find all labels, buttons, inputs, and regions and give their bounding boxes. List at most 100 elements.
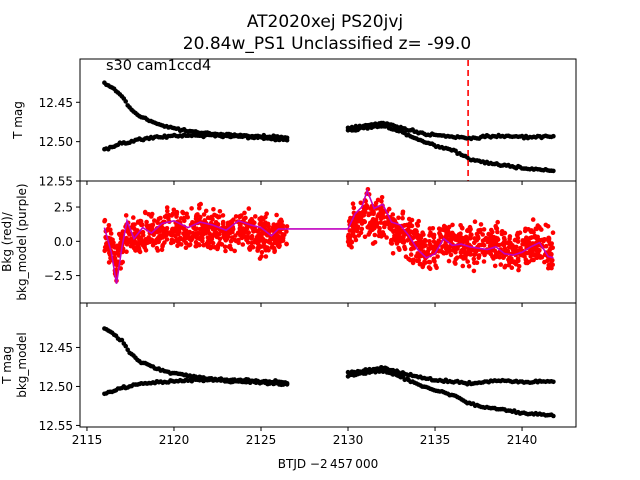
background-point <box>201 212 207 217</box>
background-point <box>158 215 163 221</box>
background-point <box>102 248 107 254</box>
panel-bottom: 12.45 12.50 12.55 2115 2120 2125 2130 2135 2140… <box>0 181 577 471</box>
background-point <box>189 206 194 211</box>
background-point <box>521 253 526 258</box>
top-y-ticks: 12.45 12.50 12.55 <box>39 96 80 189</box>
background-point <box>465 259 471 264</box>
background-point <box>181 236 186 242</box>
background-point <box>388 227 394 232</box>
background-point <box>211 207 216 212</box>
background-point <box>460 235 465 241</box>
x-tick-label: 2115 <box>72 433 103 447</box>
data-point <box>551 133 556 139</box>
background-point <box>174 224 179 230</box>
background-point <box>501 242 507 248</box>
background-point <box>391 223 396 229</box>
background-point <box>195 235 200 241</box>
background-point <box>435 254 440 259</box>
background-point <box>468 233 473 239</box>
background-point <box>152 218 157 223</box>
middle-model-line <box>103 188 554 284</box>
background-point <box>370 209 375 214</box>
background-point <box>203 208 209 214</box>
background-point <box>106 260 112 265</box>
background-point <box>431 235 437 240</box>
background-point <box>254 228 260 234</box>
background-point <box>400 215 405 221</box>
background-point <box>223 248 228 254</box>
background-point <box>369 220 374 226</box>
background-point <box>394 240 400 246</box>
background-point <box>132 222 137 227</box>
background-point <box>473 249 479 254</box>
background-point <box>242 210 247 216</box>
background-point <box>140 229 146 235</box>
background-point <box>531 230 536 235</box>
background-point <box>194 226 200 231</box>
middle-y-axis-label-line1: Bkg (red)/ <box>0 211 14 272</box>
middle-data-points <box>102 187 556 284</box>
background-point <box>482 252 487 258</box>
background-point <box>448 252 454 258</box>
background-point <box>159 247 165 253</box>
background-point <box>491 238 497 243</box>
background-point <box>408 252 414 257</box>
background-point <box>450 222 455 228</box>
background-point <box>389 241 395 246</box>
background-point <box>143 210 148 216</box>
background-point <box>546 262 552 268</box>
background-point <box>373 200 379 206</box>
background-point <box>378 220 384 225</box>
background-point <box>178 216 184 221</box>
background-point <box>237 229 242 235</box>
data-point <box>551 413 556 419</box>
background-point <box>252 240 257 245</box>
background-point <box>458 254 464 259</box>
background-point <box>475 234 481 239</box>
background-point <box>154 245 160 251</box>
background-point <box>446 224 452 230</box>
background-point <box>530 217 536 222</box>
background-point <box>118 240 123 246</box>
x-tick-label: 2130 <box>333 433 364 447</box>
background-point <box>160 242 165 248</box>
y-tick-label: 12.45 <box>39 341 73 355</box>
background-point <box>546 237 552 243</box>
background-point <box>349 228 354 233</box>
background-point <box>498 262 504 267</box>
background-point <box>540 237 545 243</box>
background-point <box>240 242 246 247</box>
background-point <box>394 230 400 235</box>
background-point <box>193 216 199 222</box>
background-point <box>150 222 156 228</box>
background-point <box>422 259 427 265</box>
background-point <box>233 238 239 244</box>
background-point <box>207 237 213 243</box>
background-point <box>250 226 255 231</box>
background-point <box>148 237 154 242</box>
background-point <box>403 254 409 259</box>
background-point <box>508 240 513 246</box>
background-point <box>427 246 432 251</box>
background-point <box>170 226 175 232</box>
background-point <box>164 237 170 242</box>
background-point <box>263 254 269 259</box>
chart-title-line2: 20.84w_PS1 Unclassified z= -99.0 <box>183 34 471 54</box>
background-point <box>171 239 176 245</box>
background-point <box>401 223 407 228</box>
background-point <box>390 217 396 222</box>
background-point <box>416 233 421 239</box>
background-point <box>351 205 357 211</box>
top-y-axis-label: T mag <box>11 101 25 140</box>
background-point <box>171 207 177 213</box>
background-point <box>362 208 367 214</box>
background-point <box>259 237 264 243</box>
background-point <box>356 233 362 238</box>
background-point <box>474 260 480 266</box>
background-point <box>421 232 426 237</box>
top-annotation: s30 cam1ccd4 <box>106 58 211 74</box>
background-point <box>229 235 235 240</box>
background-point <box>215 245 221 250</box>
background-point <box>402 246 408 252</box>
background-point <box>539 227 544 232</box>
